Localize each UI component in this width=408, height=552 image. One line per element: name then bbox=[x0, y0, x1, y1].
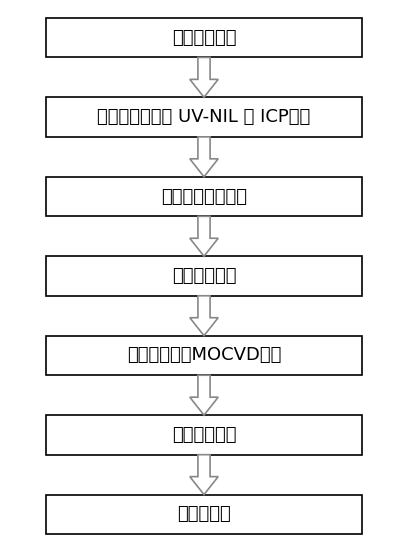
FancyBboxPatch shape bbox=[46, 495, 362, 534]
FancyBboxPatch shape bbox=[46, 256, 362, 296]
Text: 生长量子点（MOCVD）。: 生长量子点（MOCVD）。 bbox=[127, 347, 281, 364]
Text: 沉积覆盖层。: 沉积覆盖层。 bbox=[172, 426, 236, 444]
Polygon shape bbox=[190, 216, 218, 256]
Text: 衬底预处理。: 衬底预处理。 bbox=[172, 29, 236, 46]
FancyBboxPatch shape bbox=[46, 18, 362, 57]
Text: 退火处理。: 退火处理。 bbox=[177, 506, 231, 523]
Polygon shape bbox=[190, 455, 218, 495]
FancyBboxPatch shape bbox=[46, 336, 362, 375]
Text: 生长缓冲层。: 生长缓冲层。 bbox=[172, 267, 236, 285]
FancyBboxPatch shape bbox=[46, 97, 362, 137]
Polygon shape bbox=[190, 296, 218, 336]
Polygon shape bbox=[190, 137, 218, 177]
Polygon shape bbox=[190, 57, 218, 97]
Text: 图形化衬底（软 UV-NIL 和 ICP）。: 图形化衬底（软 UV-NIL 和 ICP）。 bbox=[98, 108, 310, 126]
FancyBboxPatch shape bbox=[46, 415, 362, 455]
Text: 表面氧化层去除。: 表面氧化层去除。 bbox=[161, 188, 247, 205]
Polygon shape bbox=[190, 375, 218, 415]
FancyBboxPatch shape bbox=[46, 177, 362, 216]
